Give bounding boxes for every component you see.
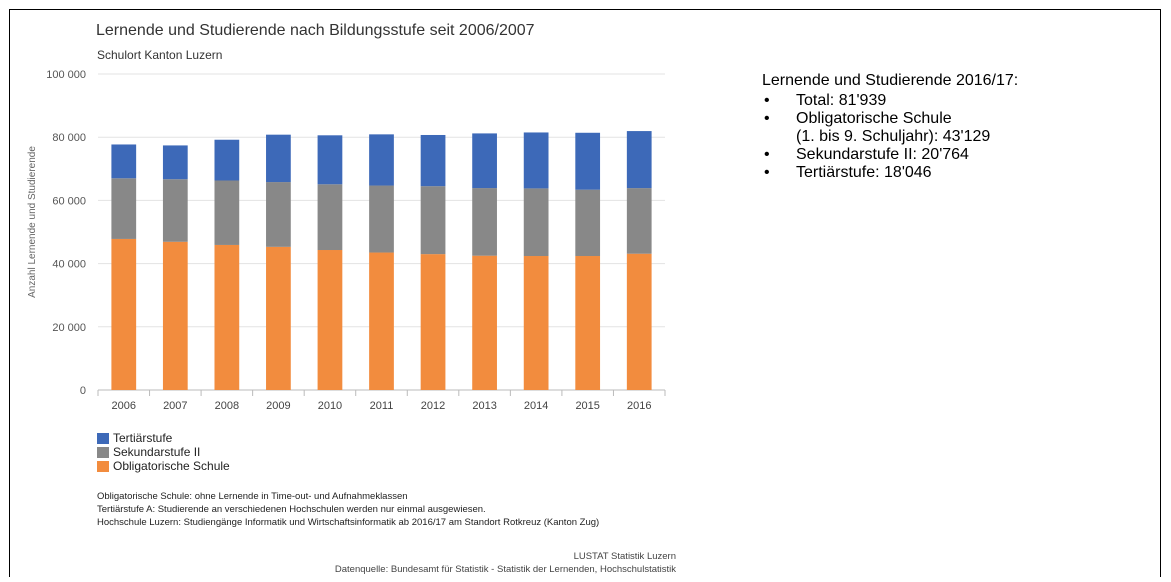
legend-label: Tertiärstufe bbox=[113, 431, 173, 445]
legend-swatch bbox=[97, 460, 109, 472]
bar-segment bbox=[111, 144, 137, 179]
bar-segment bbox=[523, 256, 549, 390]
summary-item-total: • Total: 81'939 bbox=[762, 92, 1018, 110]
bullet-icon: • bbox=[764, 164, 770, 181]
bar-segment bbox=[162, 241, 188, 390]
summary-subtext: (1. bis 9. Schuljahr): 43'129 bbox=[796, 128, 991, 145]
footnote: Obligatorische Schule: ohne Lernende in … bbox=[97, 491, 408, 502]
bar-segment bbox=[523, 132, 549, 189]
bar-segment bbox=[369, 252, 394, 390]
bar-segment bbox=[626, 253, 652, 390]
bar-segment bbox=[266, 134, 291, 183]
y-axis-label: Anzahl Lernende und Studierende bbox=[27, 146, 38, 298]
source-publisher: LUSTAT Statistik Luzern bbox=[573, 551, 676, 562]
y-tick-label: 20 000 bbox=[52, 322, 86, 334]
x-tick-label: 2013 bbox=[472, 400, 496, 412]
bar-segment bbox=[162, 179, 188, 242]
footnote: Tertiärstufe A: Studierende an verschied… bbox=[97, 504, 486, 515]
bar-segment bbox=[420, 134, 446, 187]
summary-text: Tertiärstufe: 18'046 bbox=[796, 164, 932, 181]
legend-label: Sekundarstufe II bbox=[113, 445, 201, 459]
x-tick-label: 2015 bbox=[575, 400, 599, 412]
summary-item-obligatorische: • Obligatorische Schule (1. bis 9. Schulja… bbox=[762, 110, 1018, 146]
bar-segment bbox=[317, 135, 343, 185]
axes: 0 20 000 40 000 60 000 80 000 100 000 Anzahl L… bbox=[27, 69, 666, 412]
y-tick-label: 40 000 bbox=[52, 259, 86, 271]
summary-item-tertiaerstufe: • Tertiärstufe: 18'046 bbox=[762, 164, 1018, 182]
bar-segment bbox=[523, 188, 549, 257]
bar-segment bbox=[369, 134, 394, 186]
bar-segment bbox=[214, 244, 240, 390]
chart-title: Lernende und Studierende nach Bildungsst… bbox=[96, 22, 535, 39]
x-tick-label: 2010 bbox=[318, 400, 342, 412]
bar-segment bbox=[369, 185, 394, 253]
bar-segment bbox=[575, 189, 601, 257]
bar-segment bbox=[472, 133, 497, 189]
bar-segment bbox=[472, 188, 497, 256]
legend-item-tertiaerstufe: Tertiärstufe bbox=[97, 431, 230, 445]
summary-text: Obligatorische Schule bbox=[796, 110, 952, 127]
bar-segment bbox=[214, 139, 240, 181]
legend-item-sekundarstufe: Sekundarstufe II bbox=[97, 445, 230, 459]
legend-label: Obligatorische Schule bbox=[113, 459, 230, 473]
x-tick-label: 2011 bbox=[370, 400, 394, 412]
footnote: Hochschule Luzern: Studiengänge Informat… bbox=[97, 517, 600, 528]
bar-segment bbox=[420, 254, 446, 390]
bar-segment bbox=[214, 180, 240, 245]
bar-segment bbox=[111, 178, 137, 239]
data-source: LUSTAT Statistik Luzern Datenquelle: Bun… bbox=[335, 550, 676, 576]
bar-segment bbox=[266, 246, 291, 390]
x-tick-label: 2008 bbox=[215, 400, 239, 412]
legend: Tertiärstufe Sekundarstufe II Obligatori… bbox=[97, 431, 230, 473]
y-tick-label: 60 000 bbox=[52, 195, 86, 207]
summary-list: • Total: 81'939 • Obligatorische Schule (1.… bbox=[762, 92, 1018, 182]
x-tick-label: 2016 bbox=[627, 400, 651, 412]
bar-segment bbox=[317, 184, 343, 251]
legend-swatch bbox=[97, 432, 109, 444]
bars bbox=[111, 131, 652, 390]
summary-panel: Lernende und Studierende 2016/17: • Total… bbox=[762, 72, 1018, 182]
bullet-icon: • bbox=[764, 92, 770, 109]
bar-segment bbox=[626, 188, 652, 254]
bar-segment bbox=[626, 131, 652, 189]
bar-segment bbox=[317, 250, 343, 390]
x-tick-label: 2009 bbox=[266, 400, 290, 412]
x-tick-label: 2007 bbox=[163, 400, 187, 412]
x-tick-label: 2006 bbox=[112, 400, 136, 412]
bar-segment bbox=[420, 186, 446, 255]
x-tick-label: 2014 bbox=[524, 400, 548, 412]
bullet-icon: • bbox=[764, 110, 770, 127]
y-tick-label: 0 bbox=[80, 385, 86, 397]
summary-heading: Lernende und Studierende 2016/17: bbox=[762, 72, 1019, 89]
footnotes: Obligatorische Schule: ohne Lernende in … bbox=[97, 490, 599, 529]
bar-segment bbox=[575, 132, 601, 190]
bar-segment bbox=[111, 238, 137, 390]
bar-segment bbox=[575, 256, 601, 390]
summary-text: Sekundarstufe II: 20'764 bbox=[796, 146, 969, 163]
bullet-icon: • bbox=[764, 146, 770, 163]
legend-item-obligatorische-schule: Obligatorische Schule bbox=[97, 459, 230, 473]
summary-text: Total: 81'939 bbox=[796, 92, 887, 109]
source-datasource: Datenquelle: Bundesamt für Statistik - S… bbox=[334, 564, 676, 575]
summary-item-sekundarstufe: • Sekundarstufe II: 20'764 bbox=[762, 146, 1018, 164]
x-tick-label: 2012 bbox=[421, 400, 445, 412]
stacked-bar-chart: 0 20 000 40 000 60 000 80 000 100 000 Anzahl L… bbox=[27, 69, 666, 412]
y-tick-label: 100 000 bbox=[46, 69, 86, 81]
bar-segment bbox=[162, 145, 188, 180]
bar-segment bbox=[472, 255, 497, 390]
bar-segment bbox=[266, 182, 291, 247]
y-tick-label: 80 000 bbox=[52, 132, 86, 144]
chart-subtitle: Schulort Kanton Luzern bbox=[97, 48, 223, 62]
legend-swatch bbox=[97, 446, 109, 458]
